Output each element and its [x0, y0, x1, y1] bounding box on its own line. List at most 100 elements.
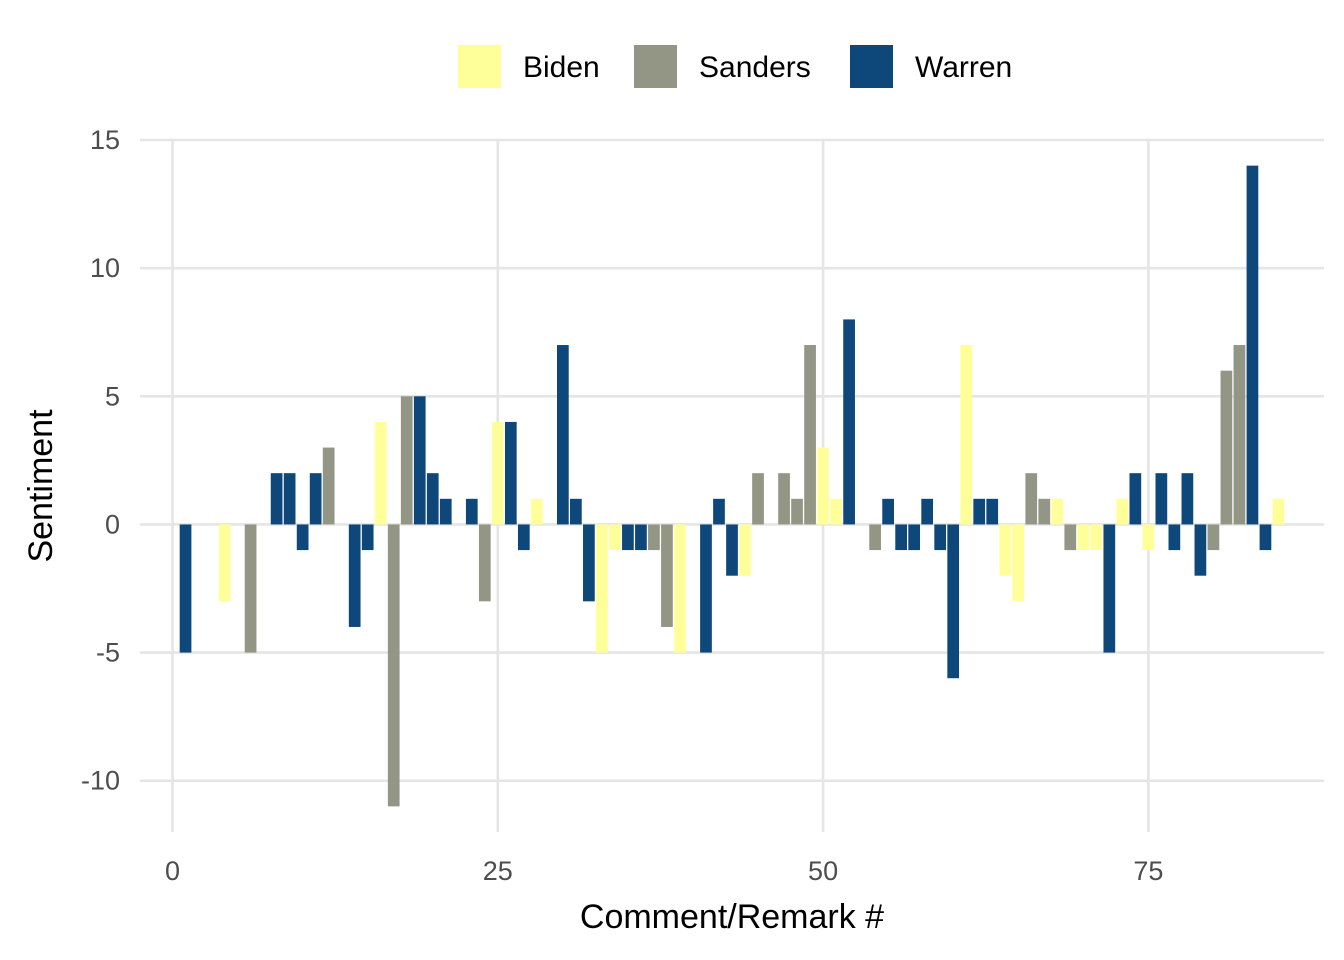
bar-warren — [1246, 165, 1259, 525]
legend-label: Sanders — [699, 51, 811, 84]
y-tick-label: 0 — [105, 509, 120, 539]
bar-warren — [882, 498, 894, 525]
y-tick-label: 5 — [105, 381, 120, 411]
legend-swatch — [458, 45, 501, 88]
bar-sanders — [778, 473, 790, 525]
bar-sanders — [244, 524, 257, 653]
legend-label: Biden — [523, 51, 600, 84]
bar-biden — [491, 421, 504, 525]
bar-biden — [739, 524, 751, 576]
bar-warren — [1168, 524, 1181, 551]
y-tick-label: -5 — [96, 638, 120, 668]
bar-biden — [674, 524, 686, 653]
bar-warren — [296, 524, 309, 551]
bar-warren — [726, 524, 738, 576]
bar-warren — [1194, 524, 1207, 576]
bar-warren — [895, 524, 907, 551]
tick-labels: -10 -5 0 5 10 15 0 25 50 75 — [81, 125, 1163, 886]
bar-sanders — [400, 396, 413, 525]
y-tick-label: 15 — [90, 125, 120, 155]
bar-warren — [465, 498, 478, 525]
y-tick-label: -10 — [81, 766, 120, 796]
bar-warren — [570, 498, 582, 525]
bar-warren — [622, 524, 634, 551]
bar-warren — [1259, 524, 1272, 551]
bar-sanders — [478, 524, 491, 602]
bar-warren — [179, 524, 192, 653]
bar-biden — [1012, 524, 1025, 602]
bar-warren — [361, 524, 374, 551]
bar-warren — [635, 524, 647, 551]
bar-warren — [348, 524, 361, 627]
bar-biden — [530, 498, 543, 525]
bar-biden — [1142, 524, 1155, 551]
bar-biden — [596, 524, 608, 653]
bar-warren — [1181, 473, 1194, 525]
bar-warren — [1155, 473, 1168, 525]
bar-warren — [843, 319, 855, 525]
bar-sanders — [322, 447, 335, 525]
bar-warren — [439, 498, 452, 525]
bar-warren — [557, 345, 569, 525]
bar-sanders — [1220, 370, 1233, 525]
bar-warren — [700, 524, 712, 653]
bar-sanders — [869, 524, 881, 551]
bar-warren — [934, 524, 947, 551]
legend-item-biden: Biden — [458, 45, 600, 88]
x-tick-label: 75 — [1133, 856, 1163, 886]
bar-sanders — [387, 524, 400, 807]
bar-sanders — [1064, 524, 1077, 551]
bar-warren — [426, 473, 439, 525]
bar-biden — [1272, 498, 1285, 525]
y-tick-label: 10 — [90, 253, 120, 283]
bar-warren — [1103, 524, 1116, 653]
bar-warren — [908, 524, 921, 551]
bar-biden — [609, 524, 621, 551]
bar-sanders — [791, 498, 803, 525]
bar-sanders — [661, 524, 673, 627]
bar-sanders — [1207, 524, 1220, 551]
bar-sanders — [1038, 498, 1051, 525]
bar-warren — [973, 498, 986, 525]
x-tick-label: 50 — [808, 856, 838, 886]
bar-warren — [921, 498, 934, 525]
bar-warren — [413, 396, 426, 525]
legend-item-warren: Warren — [850, 45, 1012, 88]
legend-swatch — [850, 45, 893, 88]
bar-sanders — [648, 524, 660, 551]
bar-biden — [218, 524, 231, 602]
bar-warren — [1129, 473, 1142, 525]
bar-biden — [960, 345, 973, 525]
bar-biden — [374, 421, 387, 525]
bar-warren — [283, 473, 296, 525]
x-tick-label: 25 — [483, 856, 513, 886]
bar-warren — [270, 473, 283, 525]
y-axis-title: Sentiment — [22, 409, 60, 563]
bar-sanders — [1025, 473, 1038, 525]
bar-biden — [1051, 498, 1064, 525]
bar-warren — [309, 473, 322, 525]
bar-warren — [986, 498, 999, 525]
bar-biden — [817, 447, 829, 525]
bar-biden — [999, 524, 1012, 576]
legend-label: Warren — [915, 51, 1012, 84]
legend-item-sanders: Sanders — [634, 45, 811, 88]
x-axis-title: Comment/Remark # — [580, 898, 884, 936]
bar-warren — [947, 524, 960, 679]
bar-biden — [830, 498, 842, 525]
bar-warren — [504, 421, 517, 525]
bar-warren — [583, 524, 595, 602]
legend-swatch — [634, 45, 677, 88]
bar-sanders — [804, 345, 816, 525]
bar-warren — [713, 498, 725, 525]
bar-biden — [1116, 498, 1129, 525]
x-tick-label: 0 — [165, 856, 180, 886]
bar-warren — [517, 524, 530, 551]
bar-biden — [1077, 524, 1090, 551]
bar-sanders — [752, 473, 764, 525]
bars — [179, 165, 1285, 807]
bar-sanders — [1233, 345, 1246, 525]
bar-biden — [1090, 524, 1103, 551]
